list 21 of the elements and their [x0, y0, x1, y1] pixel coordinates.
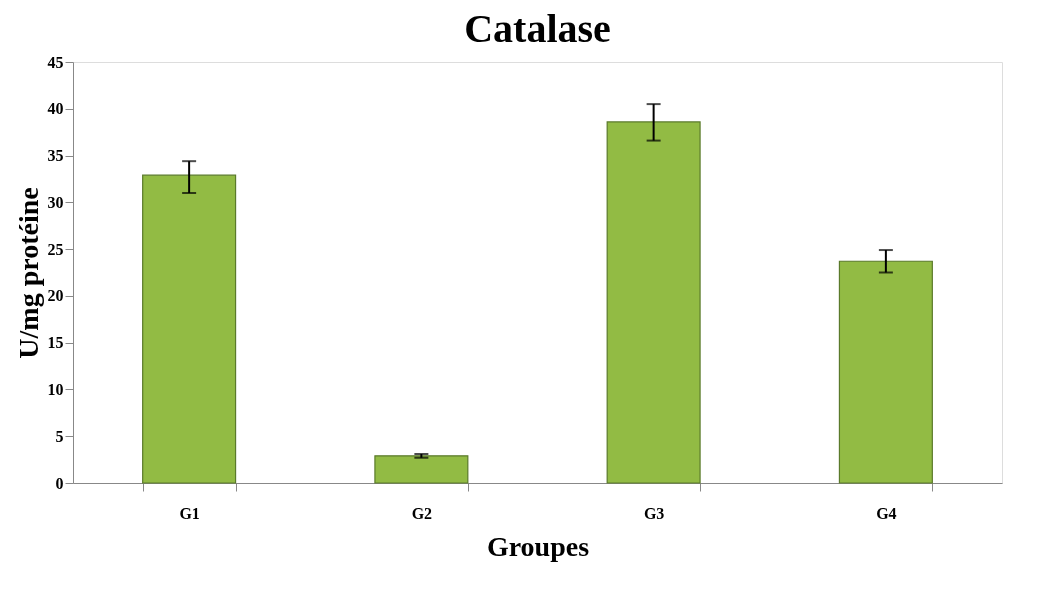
y-tick-label: 20 [47, 287, 64, 305]
x-tick-label: G1 [179, 504, 200, 522]
y-tick-label: 35 [47, 147, 64, 165]
x-axis-title: Groupes [486, 530, 590, 562]
y-tick-label: 40 [47, 100, 64, 118]
bar [606, 121, 701, 484]
chart-title: Catalase [464, 6, 611, 51]
y-tick-label: 0 [55, 474, 64, 492]
bar [374, 455, 469, 484]
bar [142, 174, 237, 484]
y-tick-label: 45 [47, 53, 64, 71]
x-tick-label: G4 [876, 504, 897, 522]
bar [838, 260, 933, 484]
y-tick-label: 25 [47, 240, 64, 258]
y-tick-label: 10 [47, 380, 64, 398]
y-tick-label: 15 [47, 334, 64, 352]
x-tick-label: G2 [411, 504, 433, 522]
y-tick-label: 5 [55, 427, 64, 445]
x-tick-label: G3 [643, 504, 665, 522]
y-axis-title: U/mg protéine [12, 187, 44, 359]
y-tick-label: 30 [47, 193, 64, 211]
